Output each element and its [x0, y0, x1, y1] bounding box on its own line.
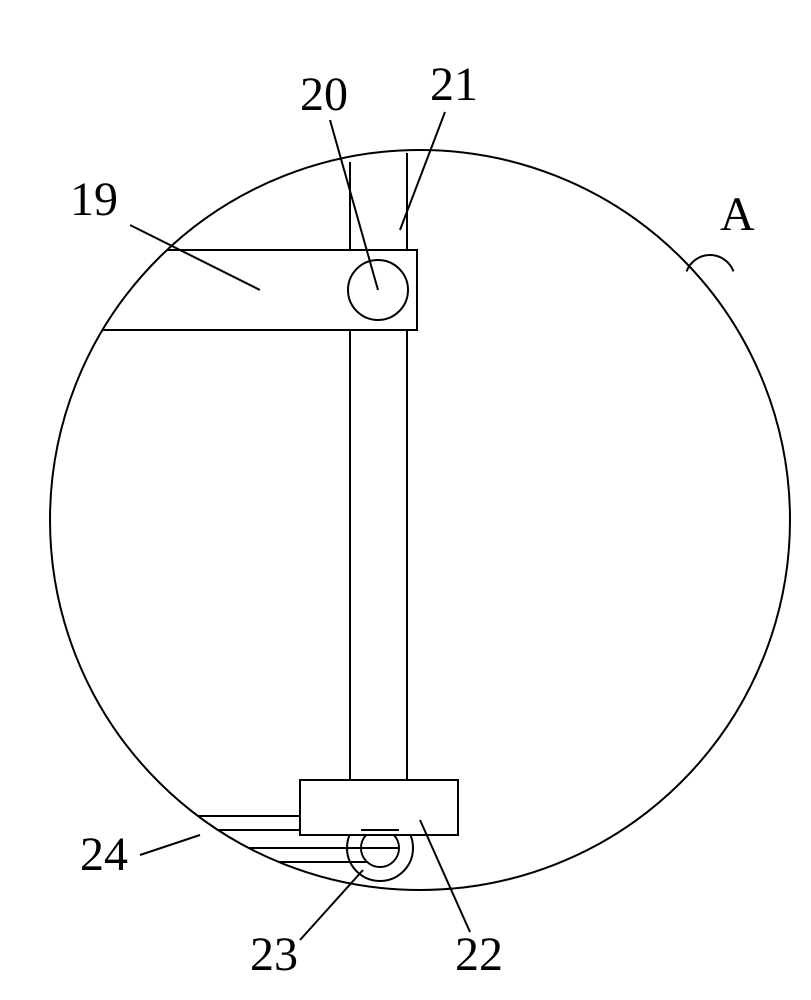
- label-a-arc: [687, 255, 734, 271]
- label-20: 20: [300, 68, 348, 121]
- label-a: A: [720, 188, 755, 241]
- label-21: 21: [430, 58, 478, 111]
- leader-line: [140, 835, 200, 855]
- label-23: 23: [250, 928, 298, 981]
- label-24: 24: [80, 828, 128, 881]
- leader-line: [420, 820, 470, 932]
- label-22: 22: [455, 928, 503, 981]
- leader-line: [300, 870, 363, 940]
- label-19: 19: [70, 173, 118, 226]
